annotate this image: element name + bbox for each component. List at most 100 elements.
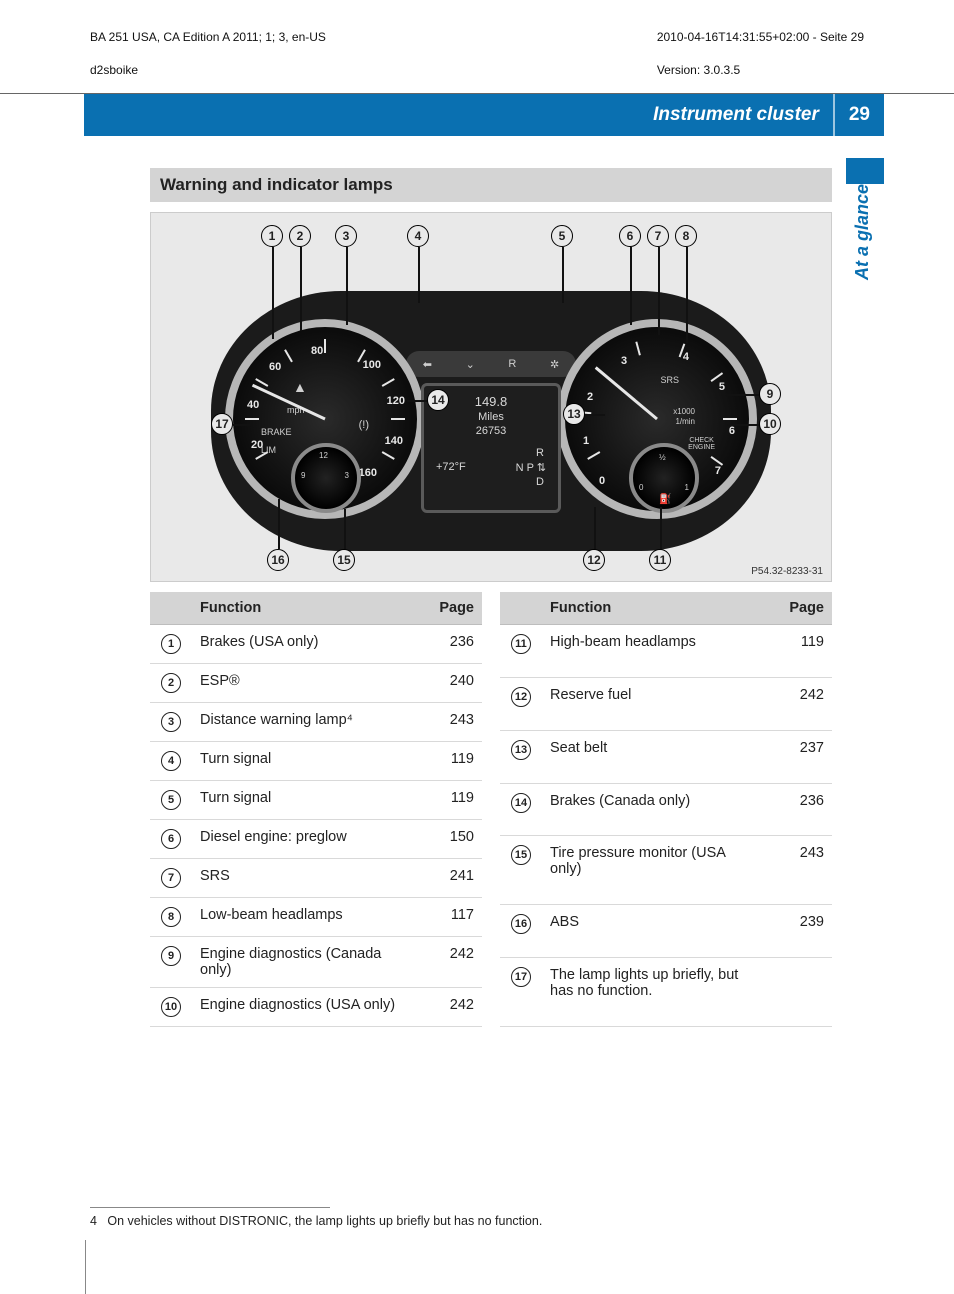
row-page: 243 [768,836,832,905]
table-right-body: 11 High-beam headlamps119 12 Reserve fuel 24… [500,625,832,1027]
row-function: High-beam headlamps [542,625,768,678]
gear-d: D [424,476,558,488]
circled-number: 2 [161,673,181,693]
callout-5: 5 [551,225,573,247]
table-left-body: 1Brakes (USA only)2362ESP®2403Distance w… [150,625,482,1027]
row-number: 15 [500,836,542,905]
table-row: 2ESP®240 [150,664,482,703]
col-page: Page [418,592,482,625]
row-number: 5 [150,781,192,820]
row-function: Engine diagnostics (USA only) [192,988,418,1027]
gear-npd: N P ⇅ [516,461,546,474]
circled-number: 11 [511,634,531,654]
side-tab-label: At a glance [846,184,873,298]
tach-2: 2 [587,391,593,403]
row-page: 242 [418,937,482,988]
row-function: Reserve fuel [542,677,768,730]
trip-unit: Miles [424,411,558,423]
footnote: 4 On vehicles without DISTRONIC, the lam… [90,1214,832,1228]
table-row: 13Seat belt237 [500,730,832,783]
brake-label: BRAKE [261,427,292,437]
circled-number: 8 [161,907,181,927]
table-row: 5Turn signal119 [150,781,482,820]
callout-11: 11 [649,549,671,571]
callout-2: 2 [289,225,311,247]
callout-1: 1 [261,225,283,247]
row-function: Brakes (Canada only) [542,783,768,836]
clock-9: 9 [301,471,305,480]
callout-7: 7 [647,225,669,247]
speedo-80: 80 [311,345,323,357]
row-number: 4 [150,742,192,781]
meta-left-line2: d2sboike [90,63,138,77]
circled-number: 17 [511,967,531,987]
circled-number: 4 [161,751,181,771]
left-arrow-icon: ⬅ [423,358,432,371]
function-table-right: Function Page 11High-beam headlamps11912… [500,592,832,1027]
col-function: Function [192,592,418,625]
circled-number: 12 [511,687,531,707]
row-number: 13 [500,730,542,783]
callout-12: 12 [583,549,605,571]
tach-3: 3 [621,355,627,367]
footnote-text: On vehicles without DISTRONIC, the lamp … [107,1214,542,1228]
row-number: 10 [150,988,192,1027]
footnote-num: 4 [90,1214,97,1228]
row-function: Diesel engine: preglow [192,820,418,859]
speedometer-dial: 20 40 60 80 100 120 140 160 mph BRAKE LI… [225,319,425,519]
table-row: 17The lamp lights up briefly, but has no… [500,958,832,1027]
table-row: 9Engine diagnostics (Canada only)242 [150,937,482,988]
row-page: 239 [768,905,832,958]
row-function: Seat belt [542,730,768,783]
col-num [150,592,192,625]
function-tables: Function Page 1Brakes (USA only)2362ESP®… [150,592,832,1027]
table-row: 16 ABS239 [500,905,832,958]
circled-number: 16 [511,914,531,934]
row-page: 150 [418,820,482,859]
row-function: Turn signal [192,781,418,820]
row-function: ABS [542,905,768,958]
meta-right-line2: Version: 3.0.3.5 [657,63,740,77]
circled-number: 3 [161,712,181,732]
left-gutter-line [85,1240,86,1294]
row-page: 119 [418,742,482,781]
row-page: 242 [418,988,482,1027]
row-number: 6 [150,820,192,859]
page-number: 29 [835,104,870,126]
circled-number: 13 [511,740,531,760]
tach-unit2: 1/min [675,417,695,426]
row-page: 240 [418,664,482,703]
speedo-120: 120 [387,395,405,407]
table-row: 7SRS241 [150,859,482,898]
table-row: 10 Engine diagnostics (USA only)242 [150,988,482,1027]
section-title: Instrument cluster [653,94,835,136]
callout-15: 15 [333,549,355,571]
circled-number: 6 [161,829,181,849]
speedo-100: 100 [363,359,381,371]
row-page: 236 [418,625,482,664]
callout-4: 4 [407,225,429,247]
row-page [768,958,832,1027]
row-function: Tire pressure monitor (USA only) [542,836,768,905]
tachometer-dial: 0 1 2 3 4 5 6 7 x1000 1/min SRS CHECK EN… [557,319,757,519]
fuel-1: 1 [685,483,689,492]
circled-number: 10 [161,997,181,1017]
callout-6: 6 [619,225,641,247]
footnote-rule [90,1207,330,1208]
table-row: 4Turn signal119 [150,742,482,781]
row-number: 7 [150,859,192,898]
row-page: 119 [418,781,482,820]
symbol-icon: ✲ [550,358,559,371]
row-function: Brakes (USA only) [192,625,418,664]
clock-3: 3 [345,471,349,480]
srs-label: SRS [660,375,679,385]
row-number: 3 [150,703,192,742]
row-function: SRS [192,859,418,898]
tach-6: 6 [729,425,735,437]
col-page: Page [768,592,832,625]
table-row: 3Distance warning lamp⁴243 [150,703,482,742]
clock-12: 12 [319,451,328,460]
doc-meta-header: BA 251 USA, CA Edition A 2011; 1; 3, en-… [0,0,954,87]
circled-number: 7 [161,868,181,888]
row-page: 119 [768,625,832,678]
